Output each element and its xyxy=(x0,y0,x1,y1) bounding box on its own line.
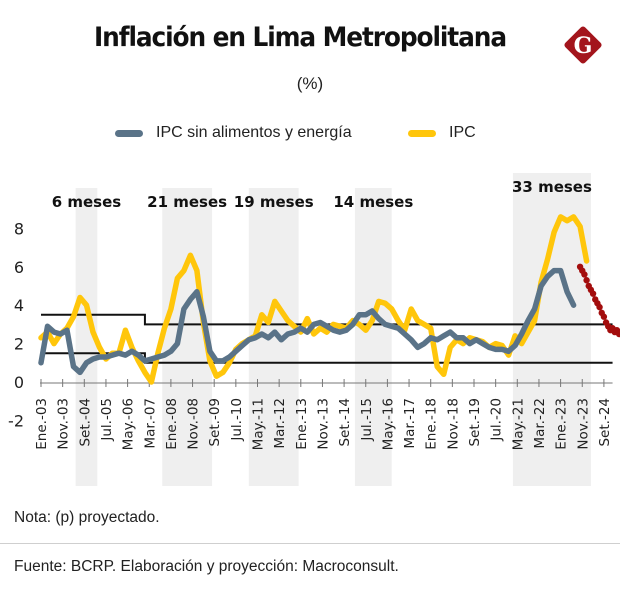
chart-subtitle: (%) xyxy=(296,74,324,93)
x-tick-label: Nov.-03 xyxy=(56,398,72,450)
ipc-line xyxy=(38,214,590,385)
divider xyxy=(0,543,620,544)
logo-diamond xyxy=(564,26,602,64)
x-tick-label: May.-16 xyxy=(380,398,396,450)
y-tick-label: 2 xyxy=(14,335,24,354)
x-tick-label: Set.-09 xyxy=(207,398,223,447)
y-axis: 8 6 4 2 0 -2 xyxy=(8,219,24,430)
x-tick-label: Set.-19 xyxy=(467,398,483,447)
x-tick-label: Nov.-23 xyxy=(575,398,591,450)
core-ipc-line xyxy=(38,267,577,376)
y-tick-label: 8 xyxy=(14,219,24,238)
x-tick-label: Nov.-08 xyxy=(186,398,202,450)
y-tick-label: -2 xyxy=(8,411,24,430)
x-tick-label: Jul.-10 xyxy=(229,398,245,442)
x-tick-label: Ene.-03 xyxy=(34,398,50,450)
x-tick-label: Set.-04 xyxy=(77,398,93,447)
x-tick-label: Mar.-12 xyxy=(272,398,288,449)
x-tick-label: Ene.-13 xyxy=(294,398,310,450)
x-tick-label: Ene.-18 xyxy=(424,398,440,450)
x-tick-label: May.-06 xyxy=(121,398,137,450)
period-label: 14 meses xyxy=(333,193,413,211)
footnote: Nota: (p) proyectado. xyxy=(14,509,160,526)
legend-label-ipc: IPC xyxy=(449,124,476,141)
x-tick-label: Mar.-07 xyxy=(142,398,158,449)
legend: IPC sin alimentos y energía IPC xyxy=(0,124,620,148)
shaded-period xyxy=(75,188,98,486)
x-tick-label: Jul.-15 xyxy=(359,398,375,442)
legend-label-core: IPC sin alimentos y energía xyxy=(156,124,352,141)
projection-point xyxy=(596,303,603,311)
x-axis: Ene.-03 Nov.-03 Set.-04 Jul.-05 May.-06 Mar.-… xyxy=(34,379,613,450)
x-tick-label: May.-11 xyxy=(251,398,267,450)
period-labels: 6 meses 21 meses 19 meses 14 meses 33 meses xyxy=(52,178,592,211)
chart-title: Inflación en Lima Metropolitana xyxy=(94,22,507,53)
series-lines xyxy=(38,214,620,385)
projection-point xyxy=(583,277,590,284)
legend-swatch-ipc xyxy=(408,129,436,137)
x-tick-label: Mar.-22 xyxy=(532,398,548,449)
g-logo-icon: G xyxy=(564,26,602,64)
period-label: 21 meses xyxy=(147,193,227,211)
shaded-period xyxy=(354,188,392,486)
projection-point xyxy=(581,271,588,278)
legend-item-ipc: IPC xyxy=(408,124,476,142)
legend-item-core: IPC sin alimentos y energía xyxy=(115,124,352,142)
x-tick-label: Jul.-20 xyxy=(489,398,505,442)
y-tick-label: 4 xyxy=(14,296,24,315)
period-label: 6 meses xyxy=(52,193,122,211)
source-note: Fuente: BCRP. Elaboración y proyección: … xyxy=(14,558,399,575)
legend-swatch-core xyxy=(115,129,143,137)
y-tick-label: 0 xyxy=(14,373,24,392)
y-tick-label: 6 xyxy=(14,258,24,277)
projection-point xyxy=(600,313,608,320)
projection-point xyxy=(589,290,597,297)
period-label: 19 meses xyxy=(234,193,314,211)
x-tick-label: Nov.-18 xyxy=(445,398,461,450)
x-tick-label: Ene.-08 xyxy=(164,398,180,450)
x-tick-label: Set.-14 xyxy=(337,398,353,447)
x-tick-label: Mar.-17 xyxy=(402,398,418,449)
x-tick-label: Jul.-05 xyxy=(99,398,115,442)
logo-letter: G xyxy=(574,33,593,59)
x-tick-label: Ene.-23 xyxy=(554,398,570,450)
x-tick-label: Nov.-13 xyxy=(315,398,331,450)
x-tick-label: Set.-24 xyxy=(597,398,613,447)
x-tick-label: May.-21 xyxy=(510,398,526,450)
period-label: 33 meses xyxy=(512,178,592,196)
target-line-upper xyxy=(41,313,613,326)
